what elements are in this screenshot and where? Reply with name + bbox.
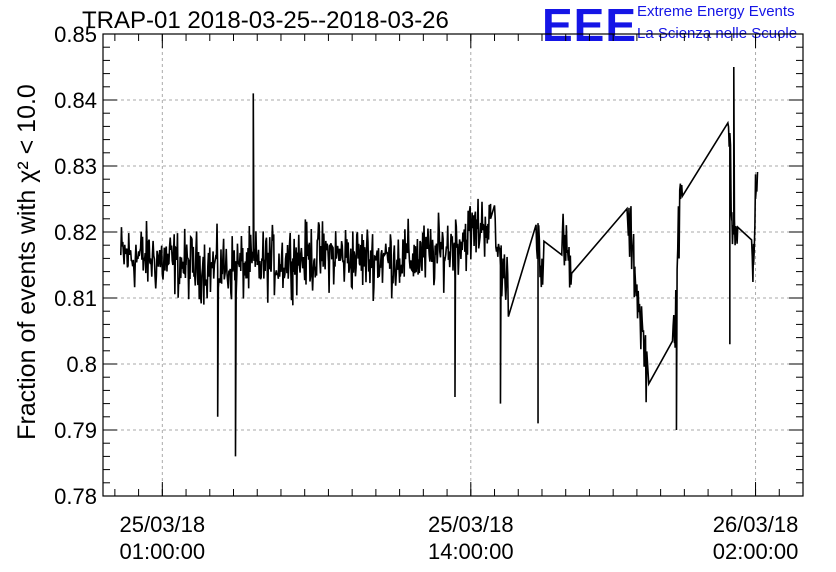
- x-tick-label-date: 25/03/18: [120, 512, 206, 537]
- y-tick-label: 0.84: [54, 88, 97, 113]
- x-tick-label-time: 02:00:00: [713, 539, 799, 564]
- y-tick-label: 0.78: [54, 484, 97, 509]
- y-tick-label: 0.83: [54, 154, 97, 179]
- x-tick-label-time: 01:00:00: [120, 539, 206, 564]
- series-line: [120, 66, 759, 457]
- x-tick-label-date: 25/03/18: [428, 512, 514, 537]
- y-tick-label: 0.79: [54, 418, 97, 443]
- y-tick-label: 0.85: [54, 22, 97, 47]
- x-tick-label-date: 26/03/18: [713, 512, 799, 537]
- eee-logo: EEE: [542, 0, 638, 51]
- chart-title: TRAP-01 2018-03-25--2018-03-26: [82, 7, 449, 34]
- y-tick-label: 0.82: [54, 220, 97, 245]
- grid-lines: [103, 34, 803, 496]
- series-group: [120, 66, 759, 457]
- x-tick-label-time: 14:00:00: [428, 539, 514, 564]
- eee-logo-line1: Extreme Energy Events: [637, 3, 795, 20]
- y-axis: 0.78 0.79 0.8 0.81 0.82 0.83 0.84 0.85: [54, 22, 803, 509]
- y-axis-label: Fraction of events with χ² < 10.0: [13, 84, 41, 440]
- y-tick-label: 0.81: [54, 286, 97, 311]
- x-axis: 25/03/1801:00:0025/03/1814:00:0026/03/18…: [114, 34, 804, 564]
- plot-frame: [102, 33, 804, 497]
- y-tick-label: 0.8: [66, 352, 97, 377]
